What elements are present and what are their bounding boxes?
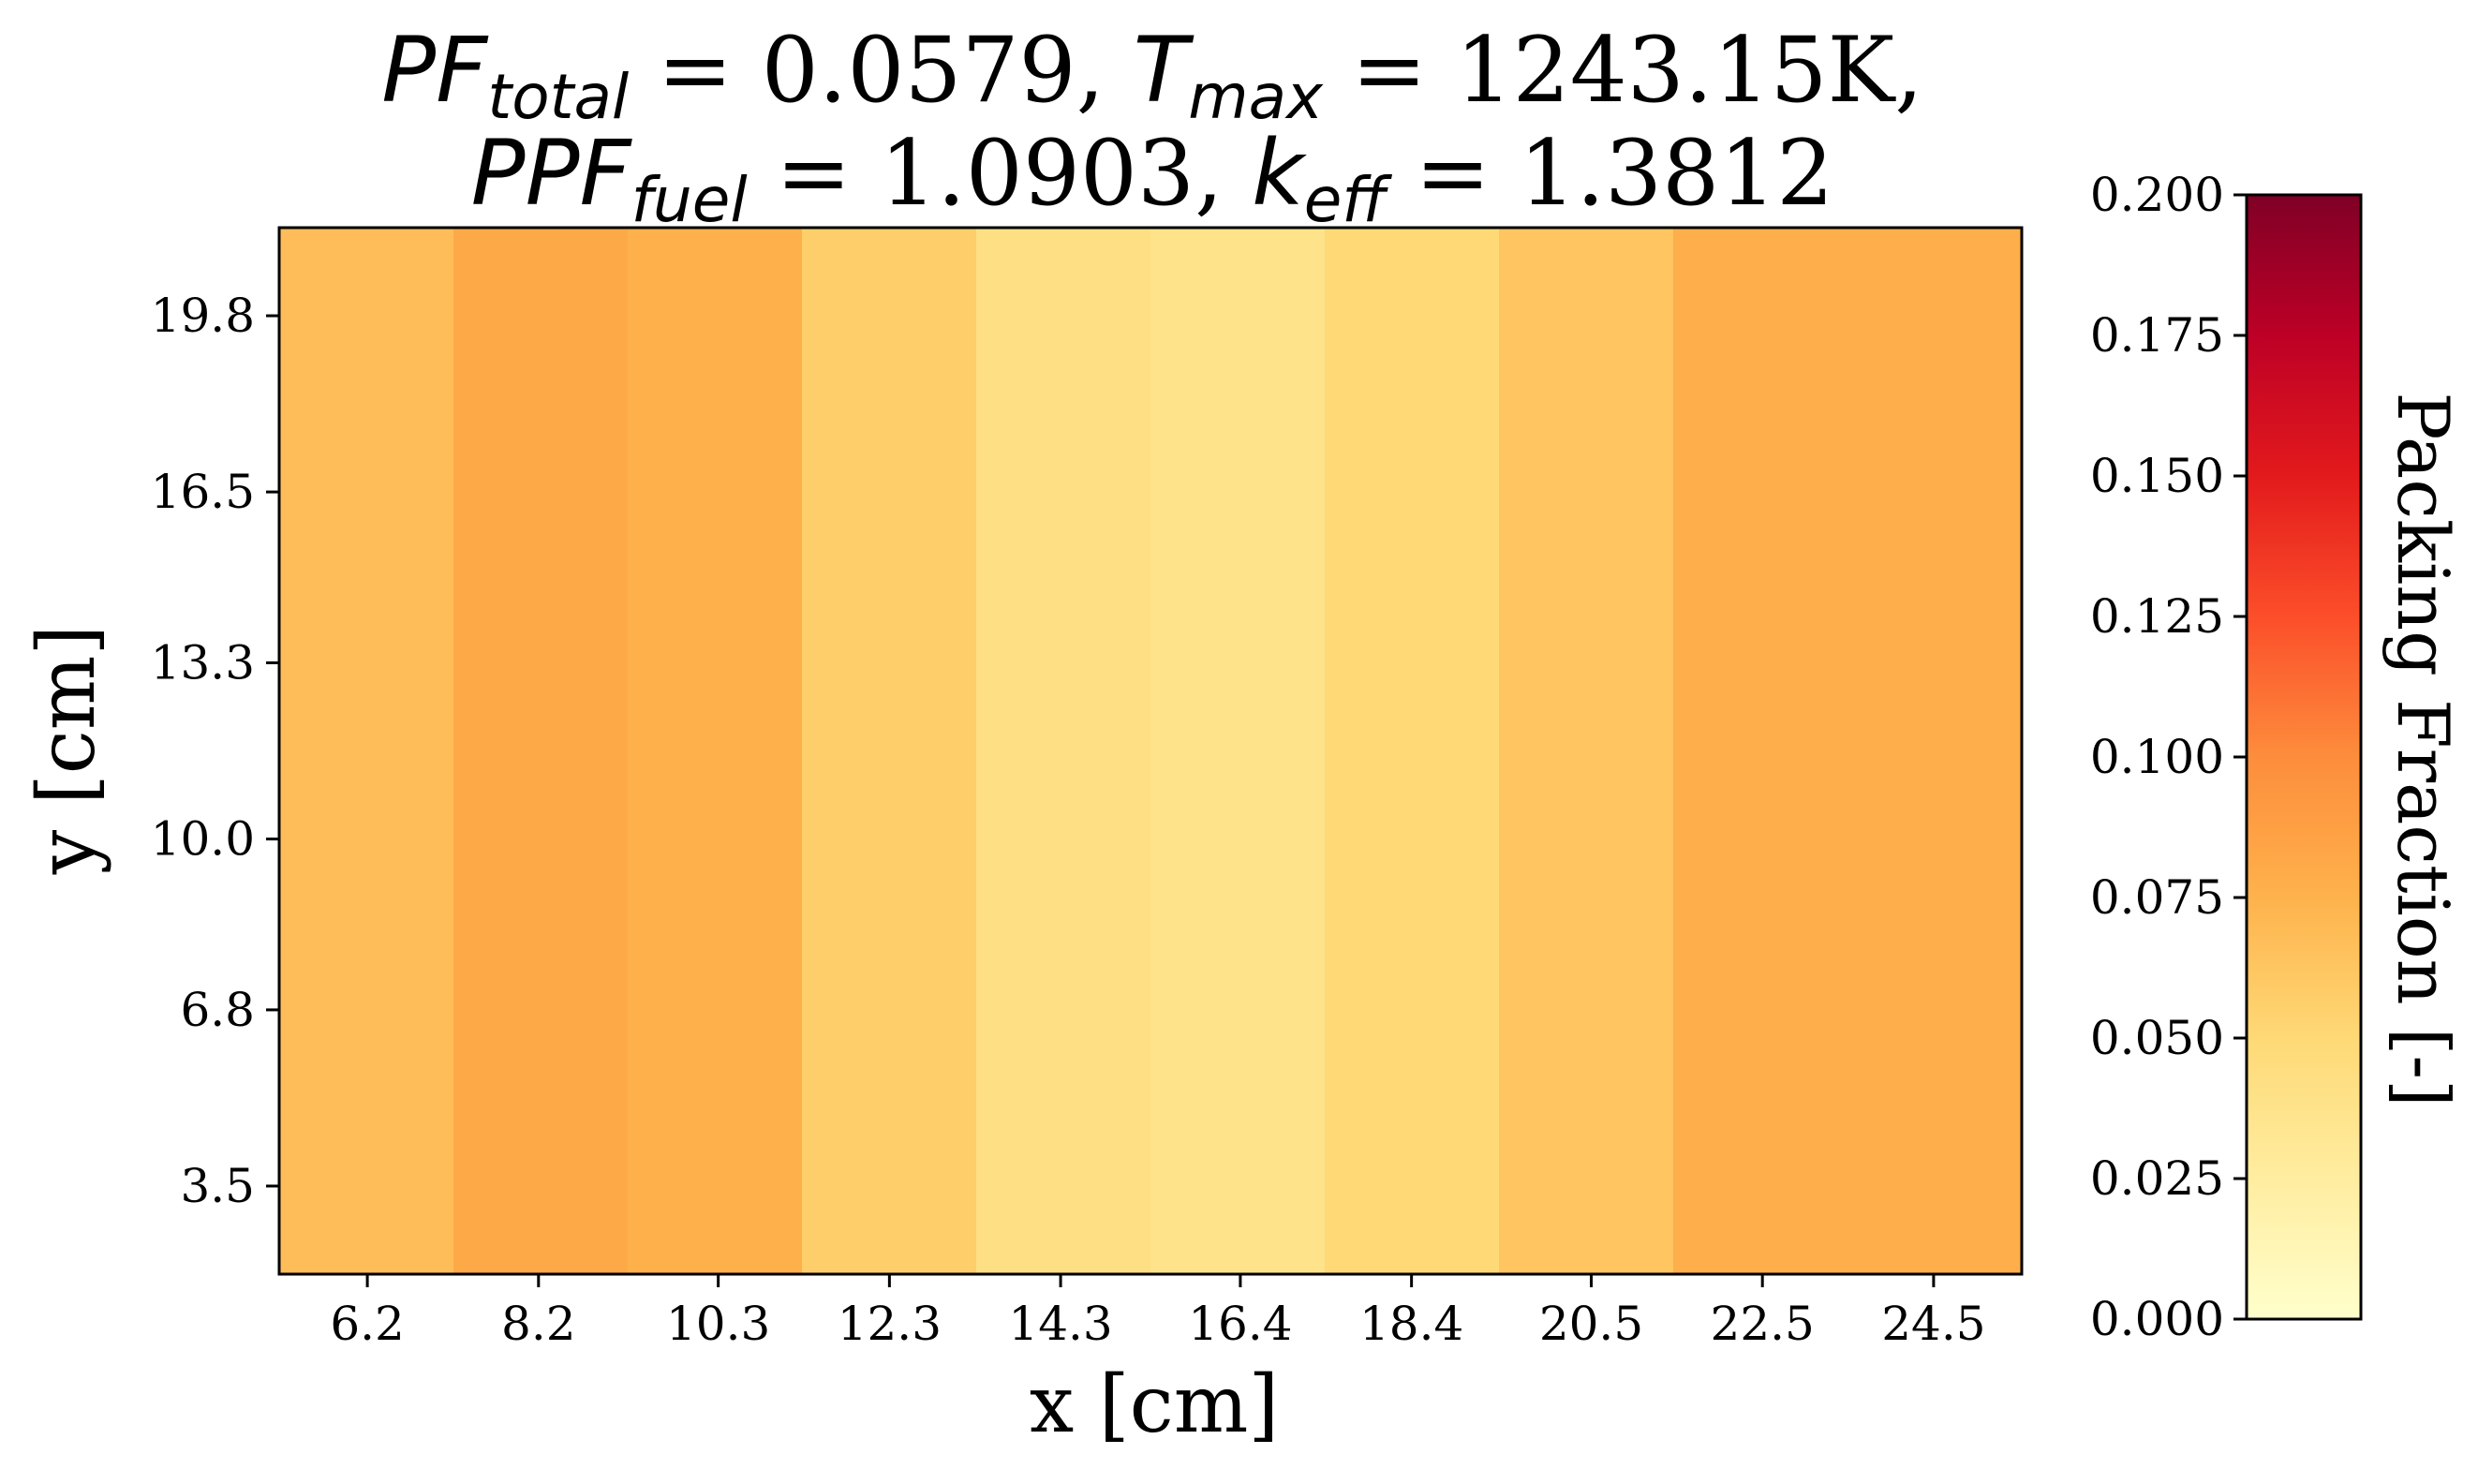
colorbar bbox=[2247, 195, 2361, 1319]
colorbar-tick-label: 0.025 bbox=[2090, 1151, 2224, 1206]
x-tick-label: 16.4 bbox=[1188, 1297, 1292, 1351]
x-tick-label: 6.2 bbox=[330, 1297, 405, 1351]
colorbar-tick-label: 0.125 bbox=[2090, 589, 2224, 644]
y-tick-label: 13.3 bbox=[151, 635, 255, 690]
y-tick-label: 3.5 bbox=[180, 1159, 255, 1213]
x-tick-label: 10.3 bbox=[666, 1297, 770, 1351]
colorbar-tick-label: 0.000 bbox=[2090, 1292, 2224, 1346]
y-tick-label: 16.5 bbox=[151, 465, 255, 519]
heatmap-cell bbox=[628, 228, 803, 1274]
y-axis-ticks: 3.5 6.8 10.0 13.3 16.5 19.8 bbox=[151, 289, 279, 1213]
heatmap-cell bbox=[976, 228, 1151, 1274]
colorbar-tick-label: 0.050 bbox=[2090, 1011, 2224, 1065]
x-tick-label: 14.3 bbox=[1008, 1297, 1112, 1351]
heatmap-cells bbox=[279, 228, 2023, 1274]
colorbar-tick-label: 0.150 bbox=[2090, 449, 2224, 503]
heatmap-cell bbox=[453, 228, 629, 1274]
x-tick-label: 12.3 bbox=[838, 1297, 942, 1351]
y-tick-label: 10.0 bbox=[151, 812, 255, 867]
x-tick-label: 24.5 bbox=[1881, 1297, 1985, 1351]
heatmap-cell bbox=[279, 228, 454, 1274]
x-axis-label: x [cm] bbox=[1030, 1358, 1279, 1450]
plot-frame bbox=[277, 226, 2024, 1276]
colorbar-tick-label: 0.175 bbox=[2090, 308, 2224, 363]
colorbar-tick-label: 0.200 bbox=[2090, 168, 2224, 222]
y-tick-label: 6.8 bbox=[180, 983, 255, 1037]
y-tick-label: 19.8 bbox=[151, 289, 255, 343]
chart-title-line-2: PPFfuel = 1.0903, keff = 1.3812 bbox=[471, 121, 1834, 236]
colorbar-ticks: 0.000 0.025 0.050 0.075 0.100 0.125 0.150 0.175… bbox=[2090, 168, 2247, 1346]
heatmap-cell bbox=[1499, 228, 1674, 1274]
heatmap-cell bbox=[1325, 228, 1500, 1274]
heatmap-cell bbox=[1150, 228, 1326, 1274]
heatmap-cell bbox=[1847, 228, 2023, 1274]
heatmap-cell bbox=[1673, 228, 1848, 1274]
x-tick-label: 18.4 bbox=[1359, 1297, 1463, 1351]
chart-title-line-1: PFtotal = 0.0579, Tmax = 1243.15K, bbox=[381, 18, 1923, 133]
y-axis-label: y [cm] bbox=[21, 625, 112, 875]
colorbar-label: Packing Fraction [-] bbox=[2382, 392, 2465, 1106]
x-tick-label: 20.5 bbox=[1539, 1297, 1643, 1351]
x-tick-label: 22.5 bbox=[1711, 1297, 1815, 1351]
colorbar-tick-label: 0.075 bbox=[2090, 870, 2224, 925]
heatmap-cell bbox=[802, 228, 977, 1274]
colorbar-tick-label: 0.100 bbox=[2090, 730, 2224, 784]
x-tick-label: 8.2 bbox=[501, 1297, 576, 1351]
x-axis-ticks: 6.2 8.2 10.3 12.3 14.3 16.4 18.4 20.5 22.5 24.5 bbox=[330, 1274, 1986, 1351]
